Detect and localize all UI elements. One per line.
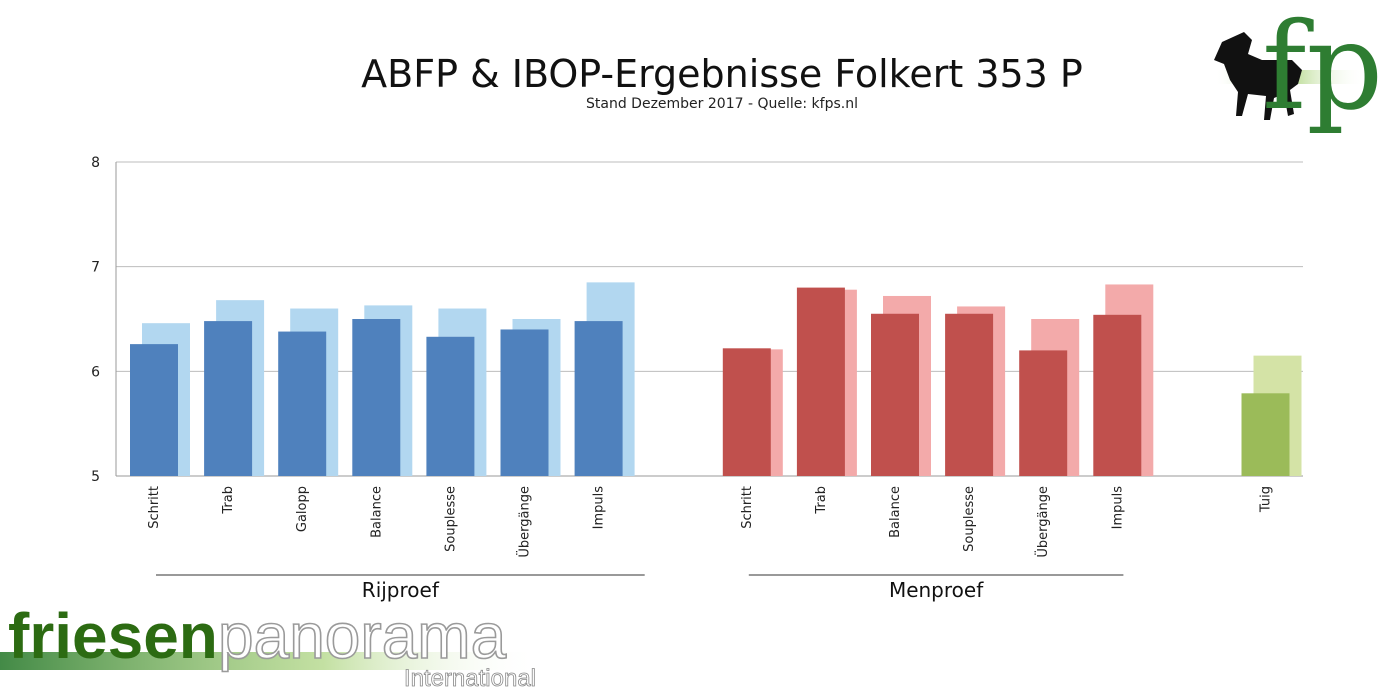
category-label: Souplesse (443, 486, 458, 552)
category-label: Tuig (1259, 486, 1274, 513)
y-tick-label: 7 (91, 260, 100, 276)
category-label: Balance (888, 486, 903, 538)
bar-front (352, 319, 401, 476)
horse-silhouette-icon (1214, 32, 1302, 120)
bar-front (426, 336, 475, 476)
category-label: Impuls (592, 486, 607, 530)
chart-title: ABFP & IBOP-Ergebnisse Folkert 353 P (361, 52, 1083, 96)
bar-front (1019, 350, 1068, 476)
category-label: Souplesse (962, 486, 977, 552)
bar-front (945, 313, 994, 476)
brand-name-part1: friesen (8, 600, 218, 672)
bar-front (1093, 314, 1142, 476)
brand-swoosh (0, 652, 540, 670)
bar-front (574, 321, 623, 476)
brand-name-part3: International (404, 665, 536, 692)
category-label: Übergänge (516, 486, 533, 558)
category-label: Impuls (1110, 486, 1125, 530)
category-label: Balance (369, 486, 384, 538)
y-tick-label: 6 (91, 364, 100, 380)
bar-front (130, 344, 178, 476)
fp-logo: fp (1214, 0, 1383, 137)
category-label: Trab (221, 486, 236, 515)
chart-subtitle: Stand Dezember 2017 - Quelle: kfps.nl (586, 96, 858, 112)
category-label: Übergänge (1034, 486, 1051, 558)
category-label: Schritt (740, 486, 755, 529)
bar-front (278, 331, 327, 476)
group-label: Rijproef (362, 578, 440, 602)
plot-area: 5 6 7 8 Schritt Trab Galopp Balance Souplesse Übe… (91, 155, 1303, 602)
bar-front (722, 348, 771, 476)
brand-logo: friesen panorama International (0, 599, 540, 692)
group-label: Menproef (889, 578, 984, 602)
bar-front (796, 287, 845, 476)
logo-text: fp (1262, 0, 1383, 137)
y-tick-label: 5 (91, 469, 100, 485)
y-tick-label: 8 (91, 155, 100, 171)
bar-front (1241, 393, 1290, 476)
bar-front (500, 329, 549, 476)
category-label: Galopp (295, 486, 310, 532)
category-label: Schritt (147, 486, 162, 529)
category-label: Trab (814, 486, 829, 515)
brand-name-part2: panorama (218, 600, 507, 672)
bar-front (204, 321, 253, 476)
bar-front (871, 313, 919, 476)
